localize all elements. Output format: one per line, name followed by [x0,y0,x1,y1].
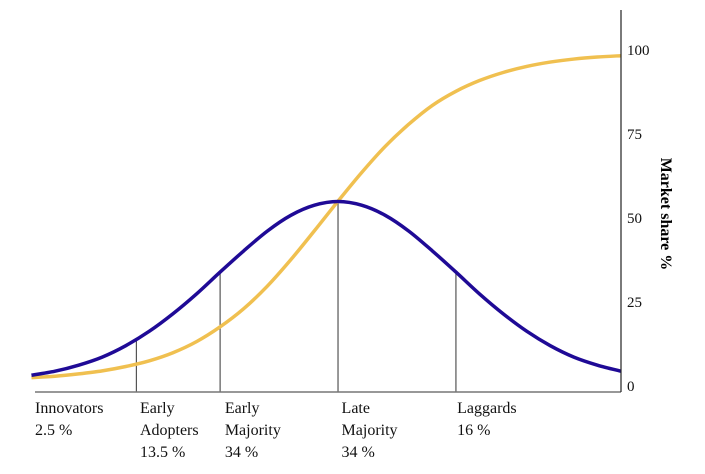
y-tick-label: 100 [627,43,650,59]
segment-label-line: Late [341,400,370,417]
segment-label-line: 2.5 % [35,422,73,439]
segment-label-line: 34 % [224,444,259,461]
segment-label-line: Adopters [139,422,199,439]
y-tick-label: 75 [627,127,642,143]
segment-label-line: 13.5 % [139,444,186,461]
y-tick-label: 50 [627,211,642,227]
adoption-cumulative-line [31,53,622,380]
adoption-bell-curve [31,199,622,377]
segment-label-line: Majority [341,422,398,439]
segment-label-line: 16 % [457,422,491,439]
segment-label: Early Majority 34 % [225,398,281,464]
segment-label: Early Adopters 13.5 % [140,398,199,464]
segment-label-line: 34 % [341,444,375,461]
y-axis-label: Market share % [657,157,674,271]
segment-label-line: Early [139,400,175,417]
y-tick-label: 0 [627,379,635,395]
segment-label-line: Laggards [457,400,517,417]
segment-label-line: Innovators [35,400,104,417]
segment-label: Late Majority 34 % [342,398,398,464]
y-tick-label: 25 [627,295,642,311]
segment-label: Laggards 16 % [457,398,517,442]
segment-label: Innovators 2.5 % [35,398,103,442]
segment-label-line: Majority [224,422,281,439]
segment-label-line: Early [224,400,260,417]
